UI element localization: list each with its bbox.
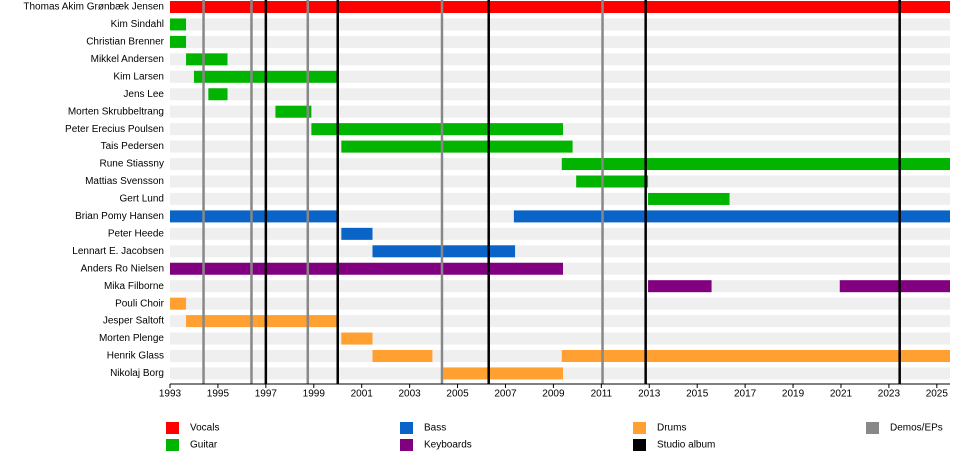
x-tick-label: 2025 — [926, 389, 949, 400]
x-tick-label: 1999 — [303, 389, 326, 400]
membership-bar — [170, 210, 338, 223]
row-stripe — [170, 35, 950, 48]
membership-bar — [561, 350, 950, 362]
x-tick-label: 2019 — [782, 389, 805, 400]
legend-label: Keyboards — [424, 440, 472, 451]
x-tick-label: 2013 — [638, 389, 661, 400]
x-tick-label: 2023 — [878, 389, 901, 400]
x-tick-label: 1993 — [159, 389, 182, 400]
row-stripe — [170, 88, 950, 101]
row-stripe — [170, 175, 950, 188]
membership-bar — [170, 297, 187, 310]
row-stripe — [170, 315, 950, 328]
member-label: Jens Lee — [123, 89, 164, 100]
row-stripe — [170, 105, 950, 118]
legend-swatch — [866, 422, 879, 434]
member-label: Brian Pomy Hansen — [75, 211, 164, 222]
membership-bar — [561, 158, 950, 171]
x-tick-label: 2005 — [446, 389, 469, 400]
x-tick-label: 1997 — [255, 389, 278, 400]
membership-bar — [186, 315, 338, 328]
membership-bar — [648, 192, 730, 205]
member-label: Mikkel Andersen — [91, 54, 164, 65]
legend-swatch — [633, 422, 646, 434]
membership-bar — [170, 35, 187, 48]
x-tick-label: 2001 — [351, 389, 374, 400]
member-label: Anders Ro Nielsen — [81, 263, 164, 274]
legend-label: Studio album — [657, 440, 715, 451]
membership-bar — [170, 262, 563, 275]
member-label: Rune Stiassny — [100, 159, 164, 170]
legend-swatch — [166, 422, 179, 434]
member-label: Jesper Saltoft — [103, 316, 164, 327]
membership-bar — [170, 1, 950, 13]
x-tick-label: 2017 — [734, 389, 757, 400]
member-label: Morten Plenge — [99, 333, 164, 344]
x-tick-label: 2003 — [399, 389, 422, 400]
legend-label: Demos/EPs — [890, 423, 943, 434]
membership-bar — [576, 175, 649, 188]
row-stripe — [170, 280, 950, 293]
x-tick-label: 2015 — [686, 389, 709, 400]
member-label: Nikolaj Borg — [110, 368, 164, 379]
row-stripe — [170, 245, 950, 258]
membership-bar — [648, 280, 712, 293]
member-label: Mattias Svensson — [85, 176, 164, 187]
row-stripe — [170, 53, 950, 66]
membership-bar — [170, 18, 187, 31]
membership-bar — [275, 105, 312, 118]
membership-bar — [839, 280, 950, 293]
membership-bar — [208, 88, 228, 101]
x-tick-label: 2009 — [542, 389, 565, 400]
member-label: Christian Brenner — [86, 37, 164, 48]
legend-label: Bass — [424, 423, 446, 434]
row-stripe — [170, 18, 950, 31]
row-stripe — [170, 70, 950, 83]
x-tick-label: 1995 — [207, 389, 230, 400]
legend-label: Drums — [657, 423, 686, 434]
legend-label: Guitar — [190, 440, 218, 451]
membership-bar — [372, 350, 433, 362]
legend-swatch — [166, 439, 179, 451]
member-label: Tais Pedersen — [101, 141, 164, 152]
row-stripe — [170, 227, 950, 240]
member-label: Pouli Choir — [115, 298, 165, 309]
membership-bar — [186, 53, 228, 66]
member-label: Thomas Akim Grønbæk Jensen — [23, 2, 164, 13]
legend-label: Vocals — [190, 423, 219, 434]
member-label: Peter Heede — [108, 228, 165, 239]
membership-bar — [311, 123, 563, 136]
x-tick-label: 2007 — [494, 389, 517, 400]
membership-bar — [341, 227, 373, 240]
legend-swatch — [633, 439, 646, 451]
membership-bar — [443, 367, 563, 380]
membership-bar — [341, 332, 373, 345]
member-label: Kim Sindahl — [111, 19, 164, 30]
member-label: Henrik Glass — [107, 351, 164, 362]
row-stripe — [170, 192, 950, 205]
legend-swatch — [400, 439, 413, 451]
row-stripe — [170, 297, 950, 310]
member-label: Morten Skrubbeltrang — [68, 106, 164, 117]
x-tick-label: 2011 — [591, 389, 613, 400]
member-label: Kim Larsen — [113, 71, 164, 82]
row-stripe — [170, 332, 950, 345]
membership-bar — [341, 140, 573, 153]
member-label: Mika Filborne — [104, 281, 164, 292]
x-tick-label: 2021 — [830, 389, 853, 400]
membership-bar — [513, 210, 950, 223]
membership-bar — [372, 245, 516, 258]
member-label: Lennart E. Jacobsen — [72, 246, 164, 257]
member-label: Gert Lund — [120, 194, 164, 205]
legend-swatch — [400, 422, 413, 434]
member-label: Peter Erecius Poulsen — [65, 124, 164, 135]
